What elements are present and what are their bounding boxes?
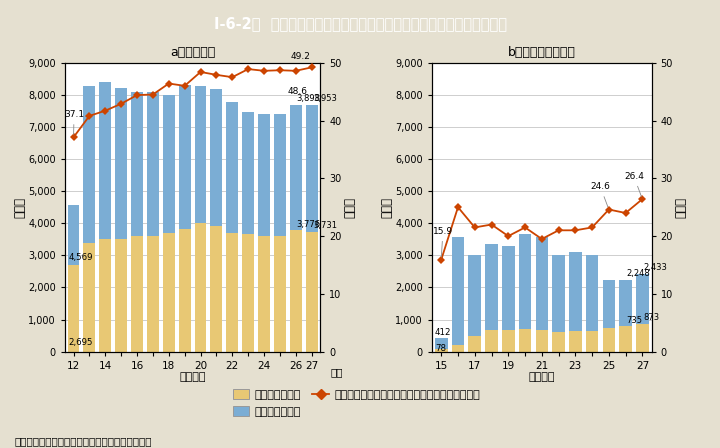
Text: 2,695: 2,695 [69, 338, 94, 347]
Bar [306, 232, 318, 352]
Bar [469, 255, 481, 336]
Bar [242, 234, 254, 352]
Bar [502, 331, 515, 352]
Bar [603, 328, 615, 352]
Bar [226, 233, 238, 352]
Bar [68, 265, 79, 352]
Text: 78: 78 [435, 344, 446, 353]
Text: （備考）文部科学省「学校基本調査」より作成。: （備考）文部科学省「学校基本調査」より作成。 [14, 436, 152, 446]
Bar [131, 92, 143, 236]
Text: 26.4: 26.4 [624, 172, 644, 197]
Bar [536, 237, 548, 331]
Bar [469, 336, 481, 352]
Bar [502, 246, 515, 331]
Bar [226, 102, 238, 233]
Text: 15.9: 15.9 [433, 227, 453, 257]
Text: 735: 735 [626, 316, 642, 325]
Bar [99, 82, 111, 239]
Text: 3,776: 3,776 [297, 220, 320, 228]
Bar [451, 237, 464, 345]
Bar [619, 326, 632, 352]
Bar [147, 92, 159, 236]
Bar [290, 105, 302, 230]
Text: 2,248: 2,248 [626, 269, 650, 278]
Bar [485, 331, 498, 352]
Bar [619, 280, 632, 326]
Bar [258, 114, 270, 236]
Bar [242, 112, 254, 234]
Bar [552, 332, 565, 352]
Bar [290, 230, 302, 352]
Bar [258, 236, 270, 352]
Legend: 社会人女子学生, 社会人男子学生, 社会人入学者に占める女子学生の割合（右目盛）: 社会人女子学生, 社会人男子学生, 社会人入学者に占める女子学生の割合（右目盛） [228, 385, 485, 421]
Title: b．専門職学位課程: b．専門職学位課程 [508, 46, 576, 59]
Bar [210, 89, 222, 226]
Bar [179, 229, 191, 352]
Bar [536, 331, 548, 352]
Bar [147, 236, 159, 352]
Bar [274, 114, 286, 236]
Y-axis label: （人）: （人） [14, 197, 27, 218]
Text: 873: 873 [644, 314, 660, 323]
Title: a．修士課程: a．修士課程 [170, 46, 215, 59]
Bar [518, 328, 531, 352]
Bar [636, 274, 649, 323]
Bar [569, 252, 582, 331]
Bar [68, 205, 79, 265]
Bar [163, 233, 175, 352]
Bar [552, 255, 565, 332]
Bar [485, 244, 498, 331]
Bar [274, 236, 286, 352]
Bar [586, 255, 598, 331]
Text: 2,433: 2,433 [644, 263, 667, 272]
Y-axis label: （％）: （％） [343, 197, 356, 218]
Bar [115, 88, 127, 239]
Text: 平成: 平成 [331, 367, 343, 377]
Text: 48.6: 48.6 [288, 87, 308, 96]
Bar [131, 236, 143, 352]
Bar [179, 85, 191, 229]
Bar [435, 338, 448, 349]
X-axis label: （年度）: （年度） [179, 372, 206, 382]
X-axis label: （年度）: （年度） [528, 372, 555, 382]
Text: 49.2: 49.2 [291, 52, 311, 60]
Bar [84, 86, 95, 243]
Text: 37.1: 37.1 [64, 110, 84, 134]
Bar [194, 223, 207, 352]
Y-axis label: （人）: （人） [381, 197, 394, 218]
Bar [586, 331, 598, 352]
Y-axis label: （％）: （％） [675, 197, 688, 218]
Bar [163, 95, 175, 233]
Bar [636, 323, 649, 352]
Bar [435, 349, 448, 352]
Bar [99, 239, 111, 352]
Bar [306, 105, 318, 232]
Bar [115, 239, 127, 352]
Text: 3,731: 3,731 [313, 221, 337, 230]
Text: 412: 412 [435, 327, 451, 336]
Bar [603, 280, 615, 328]
Text: 4,569: 4,569 [69, 253, 94, 263]
Text: 3,898: 3,898 [297, 95, 320, 103]
Bar [84, 243, 95, 352]
Bar [569, 331, 582, 352]
Bar [451, 345, 464, 352]
Bar [194, 86, 207, 223]
Bar [210, 226, 222, 352]
Text: 24.6: 24.6 [590, 182, 611, 207]
Text: 3,953: 3,953 [313, 94, 337, 103]
Bar [518, 234, 531, 328]
Text: I-6-2図  社会人大学院入学者数（男女別）及び女子学生の割合の推移: I-6-2図 社会人大学院入学者数（男女別）及び女子学生の割合の推移 [214, 16, 506, 31]
